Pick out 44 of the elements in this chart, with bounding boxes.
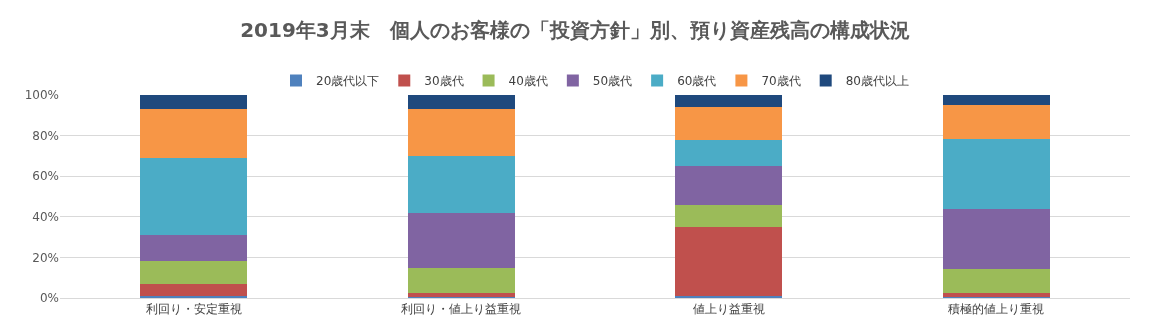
legend-label: 40歳代 — [508, 74, 548, 89]
y-tick-label: 40% — [32, 210, 59, 224]
legend-label: 80歳代以上 — [845, 74, 909, 89]
bar — [140, 235, 248, 262]
chart-title: 2019年3月末 個人のお客様の「投資方針」別、預り資産残高の構成状況 — [240, 18, 910, 43]
x-tick-label: 値上り益重視 — [692, 302, 765, 317]
bar — [942, 105, 1050, 139]
y-tick-label: 20% — [32, 250, 59, 265]
y-tick-label: 80% — [32, 128, 59, 143]
bar — [942, 292, 1050, 297]
x-tick-label: 利回り・安定重視 — [145, 302, 242, 317]
bar — [942, 95, 1050, 106]
bar — [675, 139, 783, 167]
legend-label: 20歳代以下 — [316, 74, 380, 89]
bar — [407, 155, 515, 213]
y-tick-label: 60% — [32, 169, 59, 184]
x-tick-label: 積極的値上り重視 — [948, 302, 1045, 317]
bar — [140, 295, 248, 298]
bar — [675, 226, 783, 296]
legend-label: 30歳代 — [424, 74, 464, 89]
bar — [140, 261, 248, 284]
bar — [942, 138, 1050, 209]
legend-label: 60歳代 — [677, 74, 717, 89]
bar — [407, 109, 515, 156]
y-tick-label: 100% — [24, 88, 59, 103]
bar — [140, 95, 248, 110]
bar — [942, 208, 1050, 269]
bar — [407, 267, 515, 293]
bar — [407, 292, 515, 297]
y-tick-label: 0% — [39, 291, 59, 306]
bar — [140, 283, 248, 296]
bar — [942, 268, 1050, 293]
bar — [675, 107, 783, 140]
legend-label: 70歳代 — [761, 74, 801, 89]
x-tick-label: 利回り・値上り益重視 — [401, 302, 522, 317]
bar — [407, 95, 515, 110]
bar — [675, 204, 783, 227]
bar — [140, 157, 248, 236]
bar — [675, 166, 783, 205]
bar — [675, 295, 783, 298]
bar — [675, 95, 783, 108]
bar — [407, 212, 515, 268]
legend-label: 50歳代 — [592, 74, 633, 89]
bar — [140, 109, 248, 158]
